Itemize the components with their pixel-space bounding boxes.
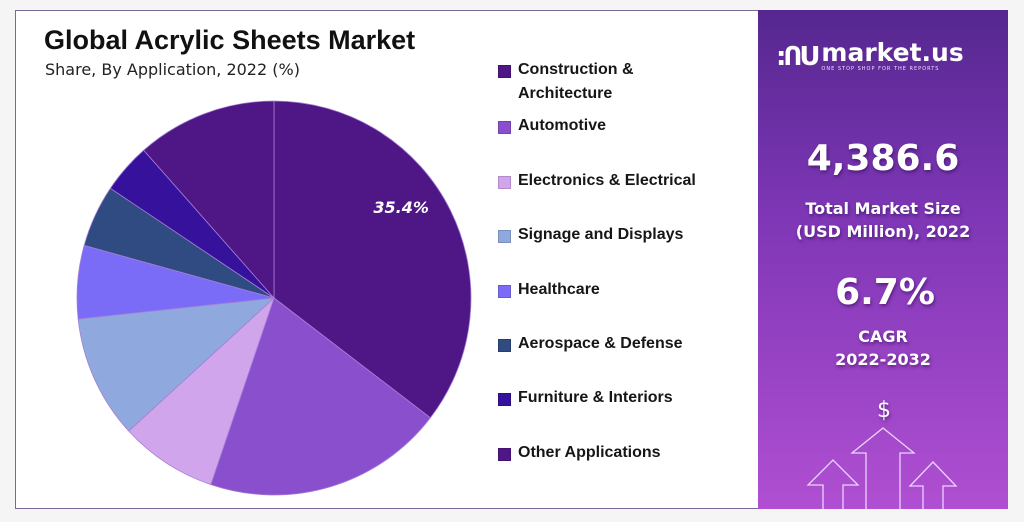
cagr-label: CAGR [858,327,908,346]
pie-slice-construction-architecture [273,100,472,419]
legend-item: Furniture & Interiors [498,388,673,410]
legend-swatch [498,65,511,78]
legend-item: Healthcare [498,280,600,302]
legend-label-line: Healthcare [518,281,600,298]
dollar-icon: $ [877,398,891,423]
market-size-unit: (USD Million), 2022 [795,222,971,241]
legend-label: Healthcare [518,278,600,302]
legend-label: Automotive [518,114,606,138]
legend-label-line: Furniture & Interiors [518,389,673,406]
legend-label: Construction & Architecture [518,58,634,106]
pie-slice-other-applications [143,100,275,300]
legend-item: Electronics & Electrical [498,171,696,193]
legend-item: Construction & Architecture [498,60,634,106]
legend-label: Other Applications [518,441,661,465]
legend-item: Aerospace & Defense [498,334,683,356]
cagr-period: 2022-2032 [835,350,931,369]
legend-swatch [498,285,511,298]
legend-label-line: Automotive [518,117,606,134]
legend-label-line: Aerospace & Defense [518,335,683,352]
market-size-label: Total Market Size [805,199,961,218]
legend-swatch [498,121,511,134]
brand-tagline: ONE STOP SHOP FOR THE REPORTS [821,66,940,72]
legend-swatch [498,230,511,243]
growth-arrows-icon [806,427,958,509]
market-size-value: 4,386.6 [806,138,960,179]
chart-title: Global Acrylic Sheets Market [44,25,416,55]
legend-item: Signage and Displays [498,225,683,247]
legend-label: Electronics & Electrical [518,169,696,193]
legend-swatch [498,393,511,406]
pie-slice-automotive [210,297,431,496]
pie-slice-electronics-electrical [128,297,275,486]
brand-logo: :ՈՍ market.us ONE STOP SHOP FOR THE REPO… [776,40,964,73]
legend-label-line: Other Applications [518,444,661,461]
legend-swatch [498,448,511,461]
legend-label-line: Construction & [518,61,634,78]
legend-swatch [498,176,511,189]
data-label: 35.4% [373,198,429,217]
legend-label: Furniture & Interiors [518,386,673,410]
summary-panel: :ՈՍ market.us ONE STOP SHOP FOR THE REPO… [758,10,1008,509]
chart-subtitle: Share, By Application, 2022 (%) [45,60,300,79]
brand-logo-icon: :ՈՍ [776,41,818,72]
brand-name: market.us [821,38,964,67]
cagr-value: 6.7% [835,272,935,313]
legend-label-line: Signage and Displays [518,226,684,243]
legend-label: Signage and Displays [518,223,683,247]
legend-label-line: Architecture [518,85,613,102]
legend-label: Aerospace & Defense [518,332,683,356]
pie-slice-signage-and-displays [77,297,276,432]
legend-swatch [498,339,511,352]
pie-chart: 35.4% [76,100,472,496]
legend-item: Other Applications [498,443,661,465]
legend-label-line: Electronics & Electrical [518,172,696,189]
legend-item: Automotive [498,116,606,138]
